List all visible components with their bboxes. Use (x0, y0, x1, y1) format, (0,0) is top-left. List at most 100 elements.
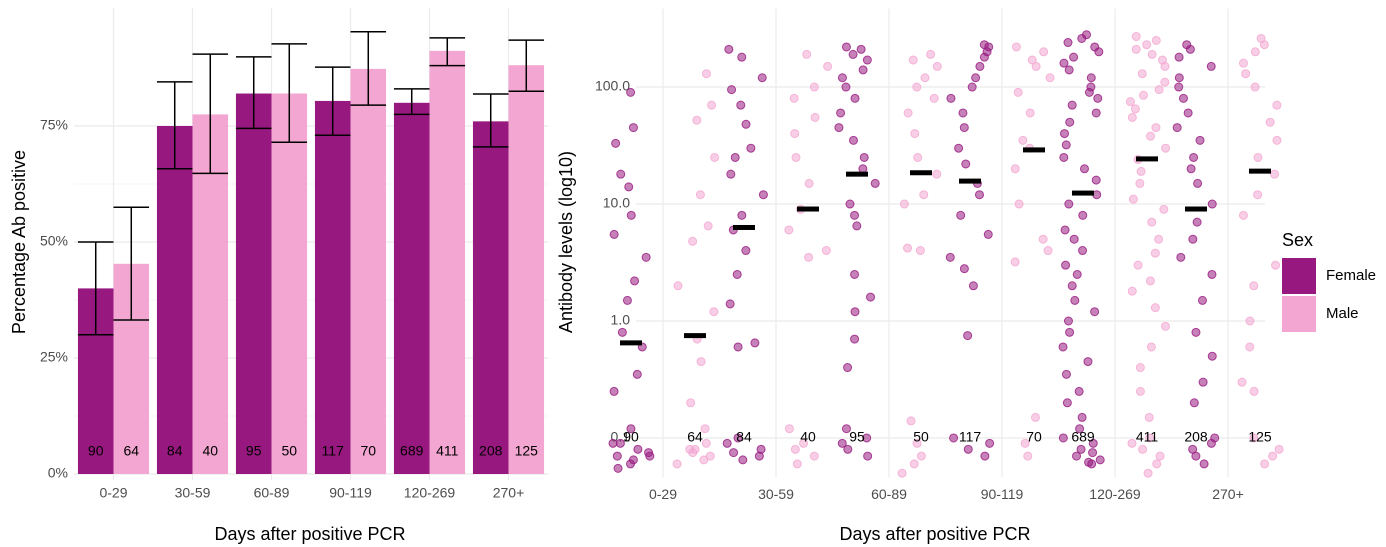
point (1061, 260, 1071, 270)
point (1195, 135, 1205, 145)
point (750, 338, 760, 348)
point (1188, 234, 1198, 244)
point (1039, 47, 1049, 57)
point (799, 438, 809, 448)
point (1270, 169, 1280, 179)
point (1135, 363, 1145, 373)
point (725, 299, 735, 309)
point (1070, 295, 1080, 305)
point (1065, 117, 1075, 127)
point (1199, 459, 1209, 469)
point (841, 82, 851, 92)
point (1063, 316, 1073, 326)
point (622, 295, 632, 305)
x-tick-label: 270+ (1212, 486, 1244, 502)
point (1010, 164, 1020, 174)
point (1079, 164, 1089, 174)
y-tick-label: 10.0 (603, 195, 630, 211)
count-label: 50 (913, 429, 929, 445)
point (1207, 269, 1217, 279)
y-tick-label: 50% (40, 233, 68, 249)
point (1155, 451, 1165, 461)
point (1063, 38, 1073, 48)
error-bar (77, 241, 114, 336)
count-label: 208 (479, 443, 503, 459)
point (975, 61, 985, 71)
point (1150, 303, 1160, 313)
point (809, 82, 819, 92)
point (1091, 175, 1101, 185)
point (626, 87, 636, 97)
point (1250, 47, 1260, 57)
point (626, 210, 636, 220)
point (983, 229, 993, 239)
point (1147, 49, 1157, 59)
point (980, 451, 990, 461)
point (1078, 246, 1088, 256)
point (834, 123, 844, 133)
point (920, 73, 930, 83)
count-label: 125 (515, 443, 539, 459)
point (1259, 40, 1269, 50)
point (617, 327, 627, 337)
point (695, 190, 705, 200)
median-marker (1185, 206, 1207, 212)
error-bar (271, 43, 308, 143)
point (836, 108, 846, 118)
point (1065, 327, 1075, 337)
point (1088, 448, 1098, 458)
point (912, 82, 922, 92)
point (701, 69, 711, 79)
point (1274, 444, 1284, 454)
count-label: 689 (400, 443, 424, 459)
error-bar (156, 81, 193, 170)
point (919, 190, 929, 200)
y-tick-label: 1.0 (611, 312, 631, 328)
legend-label: Male (1326, 305, 1359, 322)
point (823, 61, 833, 71)
point (1059, 152, 1069, 162)
point (724, 44, 734, 54)
point (729, 448, 739, 458)
point (845, 199, 855, 209)
x-tick-label: 0-29 (99, 485, 127, 501)
point (956, 210, 966, 220)
count-label: 411 (436, 443, 459, 459)
error-bar (429, 37, 466, 67)
point (1249, 281, 1259, 291)
point (1064, 199, 1074, 209)
point (979, 52, 989, 62)
point (821, 246, 831, 256)
error-bar (235, 56, 272, 130)
count-label: 70 (1026, 429, 1042, 445)
median-marker (620, 340, 642, 346)
y-tick-label: 25% (40, 349, 68, 365)
point (1207, 351, 1217, 361)
point (1271, 260, 1281, 270)
median-marker (910, 170, 932, 176)
point (1093, 93, 1103, 103)
point (1189, 398, 1199, 408)
point (746, 143, 756, 153)
x-tick-label: 30-59 (758, 486, 794, 502)
y-axis-title: Percentage Ab positive (9, 150, 29, 334)
x-axis-title: Days after positive PCR (839, 524, 1030, 544)
point (1272, 100, 1282, 110)
point (1031, 61, 1041, 71)
point (804, 252, 814, 262)
point (968, 281, 978, 291)
point (792, 459, 802, 469)
point (932, 169, 942, 179)
count-label: 117 (959, 429, 982, 445)
median-marker (684, 333, 706, 339)
point (910, 129, 920, 139)
point (1186, 164, 1196, 174)
point (903, 108, 913, 118)
legend-swatch (1282, 258, 1316, 294)
point (701, 438, 711, 448)
point (961, 159, 971, 169)
point (1010, 257, 1020, 267)
point (913, 152, 923, 162)
point (912, 438, 922, 448)
count-label: 411 (1136, 429, 1159, 445)
